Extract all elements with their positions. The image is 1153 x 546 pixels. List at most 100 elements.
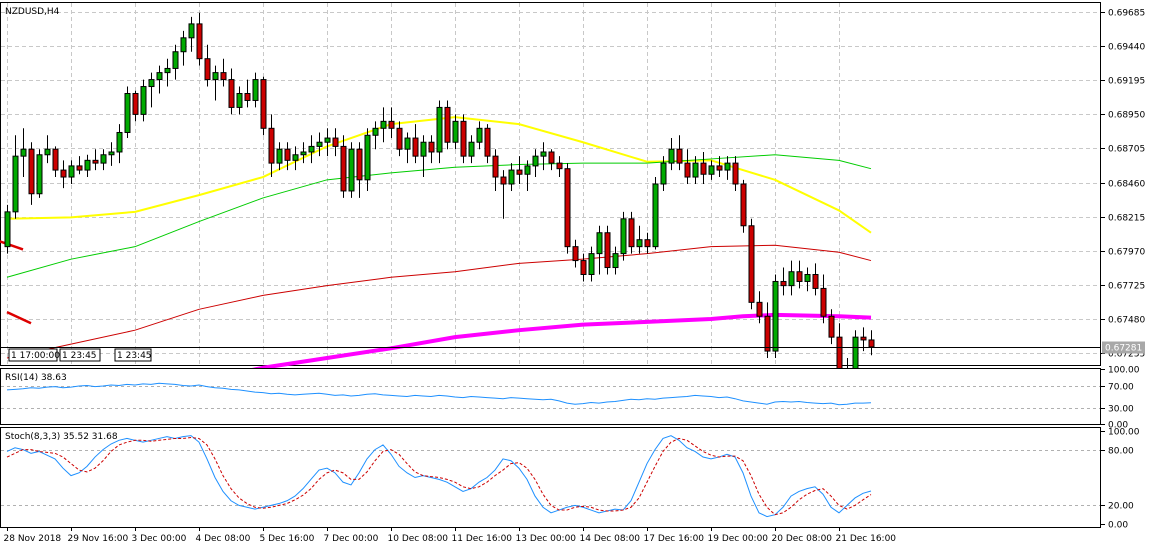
candle-body-up [68,165,75,178]
price-tick-label: 0.68460 [1108,180,1145,190]
rsi-title: RSI(14) 38.63 [5,373,67,383]
stoch-title: Stoch(8,3,3) 35.52 31.68 [5,432,118,442]
time-tick-label: 29 Nov 16:00 [68,534,129,544]
candle-body-up [652,183,659,248]
price-axis: 0.69685 0.69440 0.69195 0.68950 0.68705 0.684… [1101,9,1145,360]
stoch-panel[interactable]: Stoch(8,3,3) 35.52 31.68 [0,427,1101,528]
candle-body-up [212,72,219,81]
candle-body-down [756,301,763,317]
candle [36,149,43,198]
candle-body-down [820,287,827,317]
trade-tag[interactable]: 1 23:45 [114,348,152,362]
candle-body-up [324,137,331,143]
candle-body-down [684,162,691,178]
stoch-tick-label: 20.00 [1108,502,1134,512]
price-chart-title: NZDUSD,H4 [5,7,60,17]
time-tick-label: 7 Dec 00:00 [324,534,379,544]
candle [524,160,531,191]
candle-body-down [780,280,787,287]
candle-body-up [436,106,443,153]
time-tick-label: 21 Dec 16:00 [836,534,897,544]
trade-tag[interactable]: 1 23:45 [59,348,101,362]
candle-body-down [428,141,435,153]
current-price-label: 0.67281 [1102,341,1145,354]
candle-body-down [676,148,683,164]
candle-body-down [556,162,563,170]
candle-body-up [788,271,795,287]
candle-body-up [108,151,115,156]
candle-body-down [548,151,555,164]
candle [676,135,683,171]
candle-body-down [836,336,843,373]
stoch-tick-label: 100.00 [1108,428,1140,438]
time-tick-label: 11 Dec 16:00 [452,534,513,544]
candle [324,128,331,157]
stoch-lines [1,435,1100,518]
candle-body-up [172,51,179,69]
candle [684,149,691,184]
candle [476,121,483,150]
candle-body-up [308,145,315,153]
candle-body-down [564,168,571,248]
candle [732,156,739,191]
rsi-lines [1,382,1100,409]
time-axis: 28 Nov 2018 29 Nov 16:00 3 Dec 00:00 4 Dec … [4,527,897,544]
time-tick-label: 19 Dec 00:00 [708,534,769,544]
rsi-panel[interactable]: RSI(14) 38.63 [0,368,1101,425]
candle [580,253,587,282]
candle-body-up [156,72,163,81]
candle [68,160,75,184]
candle-body-up [180,37,187,53]
candle [572,239,579,268]
candle [748,218,755,310]
candle [140,79,147,122]
candle-body-up [588,253,595,276]
time-tick-label: 17 Dec 16:00 [644,534,705,544]
trade-tag-label: 1 23:45 [62,351,97,361]
candle-body-down [500,176,507,185]
candle [284,142,291,171]
candle [668,138,675,171]
candle [716,156,723,178]
candle-body-down [220,72,227,81]
trade-tag[interactable]: 1 17:00:00 [8,348,60,362]
candle-body-down [356,148,363,181]
candle [772,274,779,359]
stoch-main-line [6,435,872,518]
price-tick-label: 0.69685 [1108,9,1145,19]
candle [364,128,371,191]
candle-body-down [388,120,395,129]
time-tick-label: 13 Dec 00:00 [516,534,577,544]
candle [868,330,875,356]
candle [308,135,315,164]
candle [12,135,19,219]
candle [700,151,707,184]
trade-tags: 1 17:00:00 1 23:45 1 23:45 [8,348,152,362]
candle [372,121,379,150]
candle [84,154,91,178]
candle [164,58,171,87]
candle [692,156,699,184]
candle-body-up [692,162,699,178]
candle [708,160,715,180]
candle-body-up [252,79,259,101]
candle-body-up [148,79,155,88]
price-tick-label: 0.68215 [1108,214,1145,224]
moving-average-line [150,312,872,395]
candle-body-up [772,280,779,352]
price-panel[interactable]: NZDUSD,H4 1 17:00:00 1 23:45 1 23:45 [0,2,1101,528]
rsi-line [6,382,872,406]
candle-body-up [12,155,19,213]
candle-body-up [116,131,123,153]
candle [332,128,339,157]
trade-tag-label: 1 23:45 [117,351,152,361]
candle [28,142,35,205]
candle [60,160,67,189]
candle-body-up [380,120,387,129]
time-tick-label: 28 Nov 2018 [4,534,62,544]
candle-body-down [268,127,275,164]
candle [540,142,547,171]
candle-body-up [708,165,715,175]
candle-body-down [868,339,875,348]
